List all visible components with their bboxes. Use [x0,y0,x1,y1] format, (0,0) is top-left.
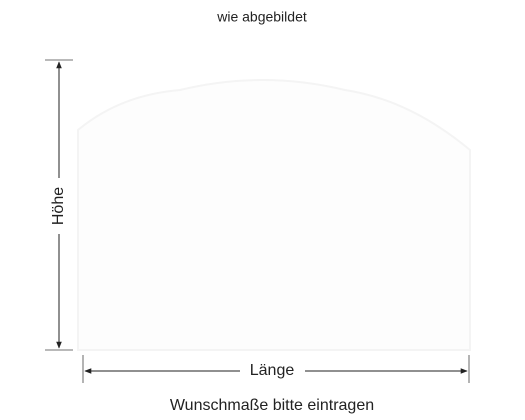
footer-note: Wunschmaße bitte eintragen [170,397,374,414]
height-label: Höhe [50,187,67,225]
title: wie abgebildet [216,9,307,25]
length-label: Länge [250,362,295,379]
object-shape [77,79,471,351]
